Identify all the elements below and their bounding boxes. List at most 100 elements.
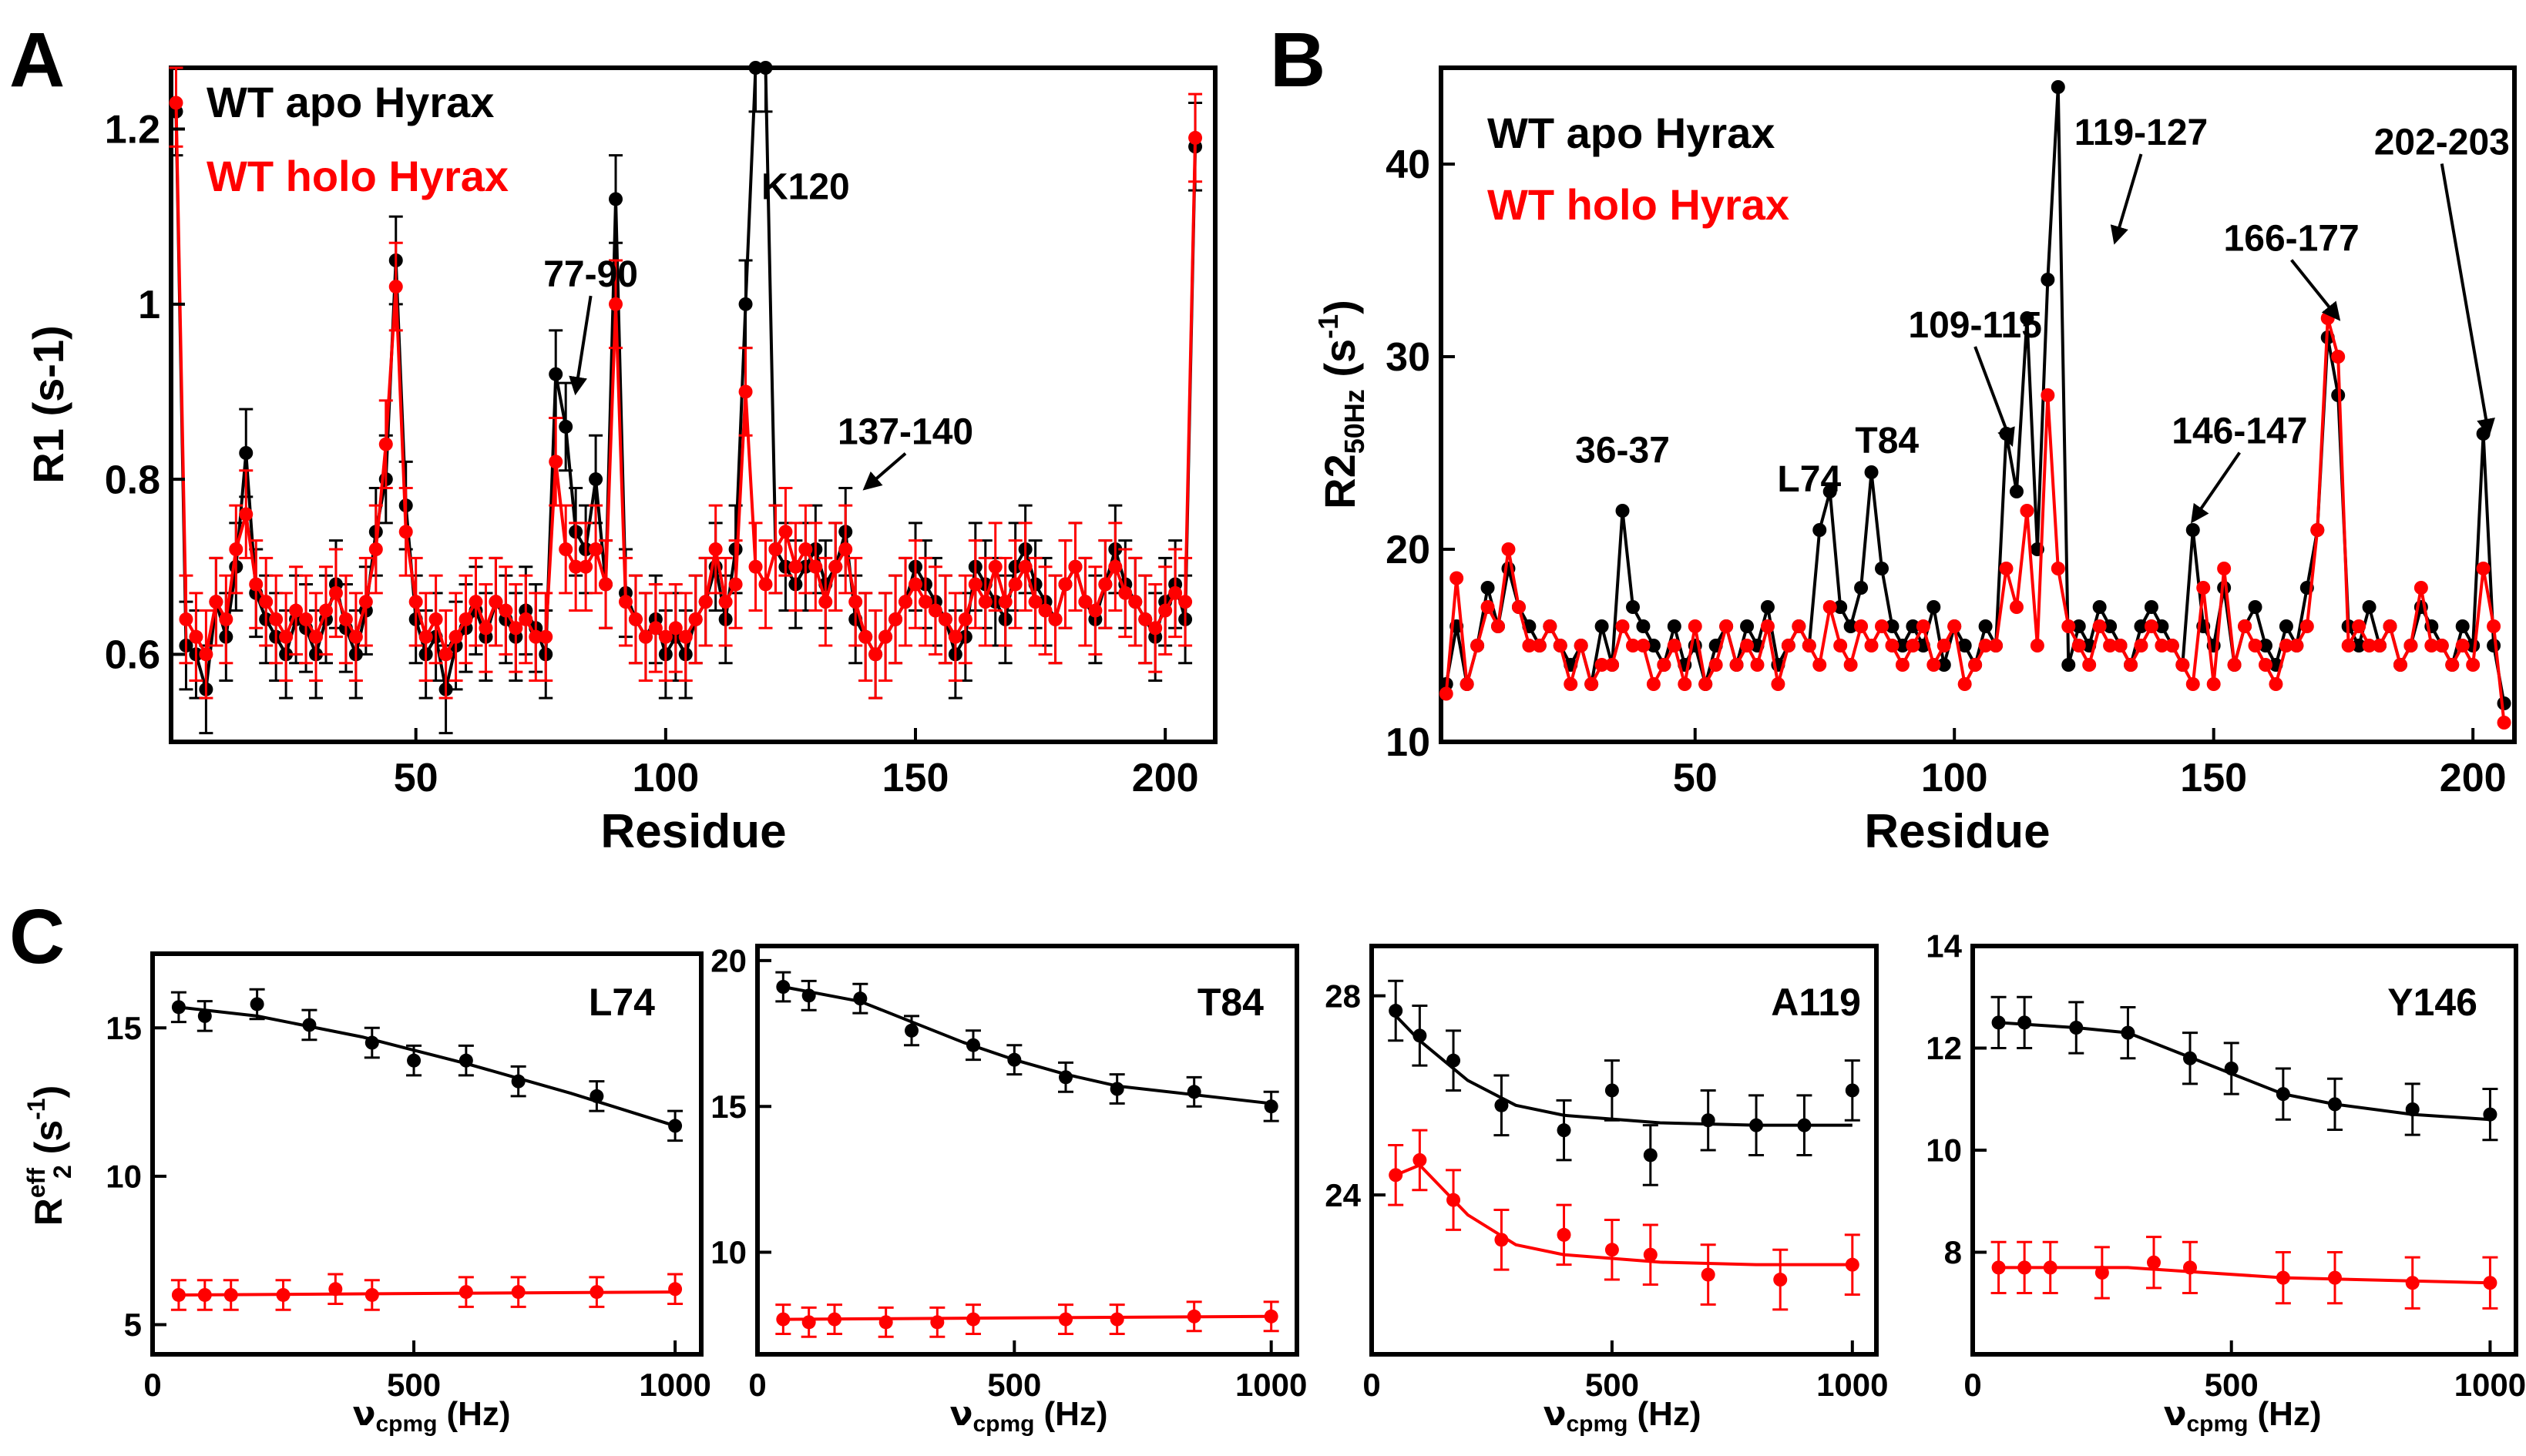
panel-a-holo-point (918, 595, 932, 609)
panel-a-holo-point (589, 542, 603, 556)
panel-a-holo-point (448, 629, 463, 644)
panel-b-holo-point (1657, 658, 1671, 672)
panel-c3-xlabel-unit: (Hz) (1637, 1395, 1701, 1433)
panel-c2-apo-point (905, 1023, 919, 1038)
panel-b-annotation-arrow (2290, 259, 2341, 321)
panel-c2-holo-point (828, 1312, 841, 1327)
panel-c1-apo-point (302, 1018, 317, 1032)
panel-c2-ytick-label: 15 (710, 1089, 747, 1125)
panel-b-holo-point (2227, 658, 2242, 672)
panel-c1-apo-point (197, 1008, 212, 1023)
panel-a-holo-point (978, 595, 993, 609)
panel-b-apo-point (1760, 600, 1775, 614)
panel-a-apo-point (758, 61, 773, 75)
panel-a-xtick-label: 200 (1132, 756, 1199, 800)
panel-a-holo-point (398, 525, 413, 539)
panel-c1-ytick-label: 10 (106, 1159, 142, 1195)
panel-b-apo-point (1864, 465, 1879, 479)
panel-c2-apo-point (1264, 1099, 1278, 1114)
panel-b-apo-point (1957, 639, 1972, 653)
panel-b-holo-point (1781, 639, 1795, 653)
panel-c2-xlabel-unit: (Hz) (1043, 1395, 1107, 1433)
panel-b-annotation-label: T84 (1855, 421, 1919, 461)
panel-a-holo-point (378, 437, 393, 451)
panel-b-holo-point (2248, 639, 2262, 653)
panel-c3-holo-point (1494, 1233, 1509, 1247)
panel-a-holo-point (1148, 621, 1163, 636)
panel-b-holo-point (1719, 619, 1734, 633)
panel-c4-title: Y146 (2387, 981, 2477, 1024)
panel-b-apo-point (1667, 619, 1681, 633)
panel-c2-holo-point (801, 1315, 816, 1330)
panel-a-holo-point (638, 629, 653, 644)
panel-c3-holo-point (1604, 1243, 1619, 1257)
panel-a-apo-point (559, 419, 573, 434)
panel-b-apo-point (2041, 273, 2055, 287)
panel-a-holo-point (1128, 595, 1143, 609)
panel-a-holo-point (1028, 595, 1043, 609)
panel-a-holo-point (309, 629, 324, 644)
panel-b-holo-point (1729, 658, 1744, 672)
panel-b-annotation-arrow (2191, 451, 2241, 524)
panel-a-holo-point (338, 612, 353, 626)
panel-a-holo-point (368, 542, 383, 556)
panel-a-holo-point (1098, 577, 1113, 592)
panel-b-marks (1439, 80, 2511, 730)
panel-c1-plot: 0 500 1000 5 10 15 L74 νcpmg (Hz) Reff2 (s-1) (22, 951, 711, 1437)
panel-a-ylabel-text: R1 (s-1) (24, 325, 72, 483)
panel-b-holo-point (1978, 639, 1993, 653)
panel-c1-holo-point (197, 1287, 212, 1302)
panel-b-holo-point (1989, 639, 2004, 653)
panel-b-holo-point (1740, 639, 1755, 653)
panel-c2-holo-point (930, 1315, 945, 1330)
panel-c4-holo-point (2405, 1276, 2420, 1290)
panel-b-holo-point (2341, 639, 2356, 653)
panel-b-apo-point (1833, 600, 1848, 614)
panel-a-holo-point (519, 612, 533, 626)
panel-b-xtick-label: 100 (1921, 756, 1988, 800)
panel-a-holo-point (948, 629, 962, 644)
panel-a-holo-point (998, 595, 1013, 609)
panel-c1-holo-point (328, 1282, 343, 1297)
panel-b-holo-point (2487, 619, 2501, 633)
panel-a-holo-point (609, 297, 623, 311)
panel-b-holo-point (2424, 639, 2439, 653)
panel-c4-apo-point (2121, 1025, 2135, 1040)
panel-b-xtick-label: 150 (2180, 756, 2247, 800)
panel-c4-xtick-label: 0 (1963, 1367, 1981, 1403)
panel-a-holo-point (1088, 603, 1103, 618)
panel-b-annotation-label: 146-147 (2172, 411, 2307, 452)
panel-c4-holo-point (1991, 1260, 2006, 1275)
panel-c4-apo-point (2276, 1087, 2290, 1102)
panel-a-annotation-label: K120 (761, 166, 850, 207)
panel-b-holo-point (1584, 677, 1599, 691)
panel-c3-xtick-label: 1000 (1816, 1367, 1888, 1403)
panel-a-apo-point (549, 367, 563, 381)
panel-c1-xlabel-sub: cpmg (375, 1411, 437, 1437)
panel-a-holo-point (748, 559, 763, 574)
panel-a-holo-point (618, 595, 633, 609)
panel-c1-ylabel: Reff2 (s-1) (22, 1085, 76, 1226)
panel-b-holo-point (1843, 658, 1858, 672)
panel-b-holo-point (2185, 677, 2200, 691)
panel-c2-ytick-label: 20 (710, 943, 747, 979)
panel-c4-apo-point (2224, 1062, 2239, 1075)
panel-a-frame (169, 65, 1218, 744)
panel-a-holo-point (988, 559, 1003, 574)
panel-c1-holo-point (511, 1285, 526, 1300)
panel-c3-holo-line (1395, 1163, 1853, 1266)
panel-c2-apo-point (853, 991, 868, 1006)
panel-c4-apo-point (2483, 1107, 2497, 1122)
panel-b-holo-point (2144, 619, 2158, 633)
panel-b-holo-point (2020, 504, 2034, 518)
panel-a-holo-point (579, 559, 593, 574)
panel-b-annotation-label: 166-177 (2224, 219, 2360, 260)
panel-b-holo-point (2155, 639, 2169, 653)
panel-c4-ytick-label: 8 (1944, 1234, 1962, 1270)
panel-c1-holo-point (668, 1282, 683, 1297)
panel-a-holo-point (318, 603, 333, 618)
panel-c3-apo-point (1446, 1053, 1461, 1068)
panel-c1-xlabel-unit: (Hz) (446, 1395, 510, 1433)
panel-c2-ticks: 0 500 1000 10 15 20 (710, 943, 1307, 1403)
